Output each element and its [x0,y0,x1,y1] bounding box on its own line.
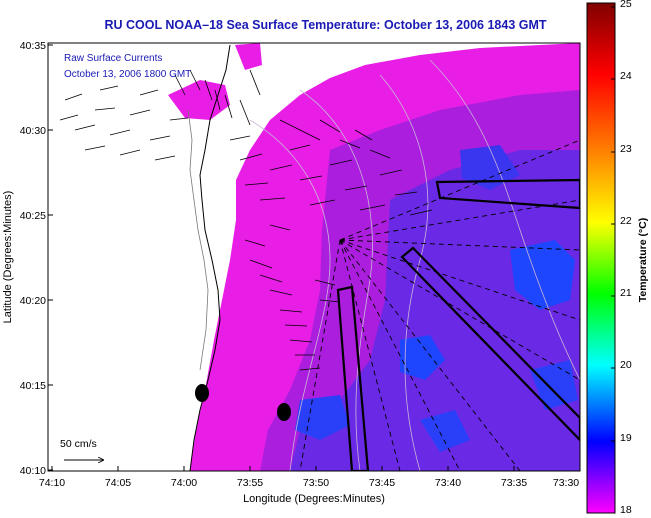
transect-box-south [336,285,370,471]
map-title: RU COOL NOAA–18 Sea Surface Temperature:… [104,18,547,32]
station-marker [195,384,209,402]
inner-coast [187,109,209,371]
y-axis: 40:35 40:30 40:25 40:20 40:15 40:10 Lati… [2,40,53,477]
x-tick-label: 73:30 [553,477,579,489]
colorbar-tick: 21 [620,287,632,299]
sst-cold-patch [530,360,578,410]
x-tick-label: 73:55 [237,477,263,489]
transect-box-east [435,178,580,210]
sst-north-patch [168,80,230,120]
transect-box-southeast [400,246,580,442]
y-tick-label: 40:10 [20,465,46,477]
sst-field [59,43,580,471]
colorbar-tick: 19 [620,432,632,444]
scale-label: 50 cm/s [60,438,97,450]
sst-cold-patch [420,410,470,452]
y-tick-label: 40:30 [20,125,46,137]
y-axis-label: Latitude (Degrees:Minutes) [2,191,14,324]
x-tick-label: 74:00 [171,477,197,489]
radial-dashed-lines [299,139,580,471]
x-axis: 74:10 74:05 74:00 73:55 73:50 73:45 73:4… [39,466,581,505]
transect-boxes [336,178,580,471]
x-tick-label: 74:05 [105,477,131,489]
x-axis-label: Longitude (Degrees:Minutes) [243,493,385,505]
colorbar-label: Temperature (°C) [637,218,649,303]
colorbar-tick: 24 [620,70,632,82]
colorbar-tick: 20 [620,359,632,371]
y-tick-label: 40:20 [20,295,46,307]
x-tick-label: 74:10 [39,477,65,489]
y-tick-label: 40:25 [20,210,46,222]
colorbar: 25 24 23 22 21 20 19 18 Temperature (°C) [586,0,649,516]
colorbar-tick: 23 [620,143,632,155]
sst-cool-region [290,150,580,471]
sst-cold-patch [400,335,445,380]
sst-cold-patch [460,145,520,190]
x-tick-label: 73:40 [435,477,461,489]
x-tick-label: 73:35 [501,477,527,489]
y-tick-label: 40:35 [20,40,46,52]
colorbar-tick: 18 [620,504,632,516]
annotation-line-2: October 13, 2006 1800 GMT [64,69,191,80]
current-vectors [59,69,433,371]
x-tick-label: 73:45 [369,477,395,489]
annotation-line-1: Raw Surface Currents [64,53,162,64]
colorbar-tick: 25 [620,0,632,10]
sst-north-patch-2 [235,43,262,70]
plot-frame [47,42,581,472]
bathymetry-contours [249,59,580,471]
sst-cold-patch [510,240,575,310]
station-marker [277,403,291,421]
colorbar-tick: 22 [620,215,632,227]
y-tick-label: 40:15 [20,380,46,392]
x-tick-label: 73:50 [303,477,329,489]
colorbar-ramp [586,2,616,514]
sst-cold-patch [295,395,350,440]
